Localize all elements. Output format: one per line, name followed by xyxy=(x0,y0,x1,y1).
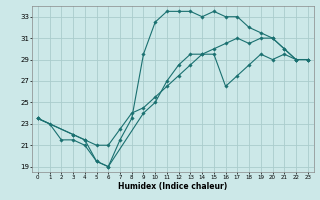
X-axis label: Humidex (Indice chaleur): Humidex (Indice chaleur) xyxy=(118,182,228,191)
